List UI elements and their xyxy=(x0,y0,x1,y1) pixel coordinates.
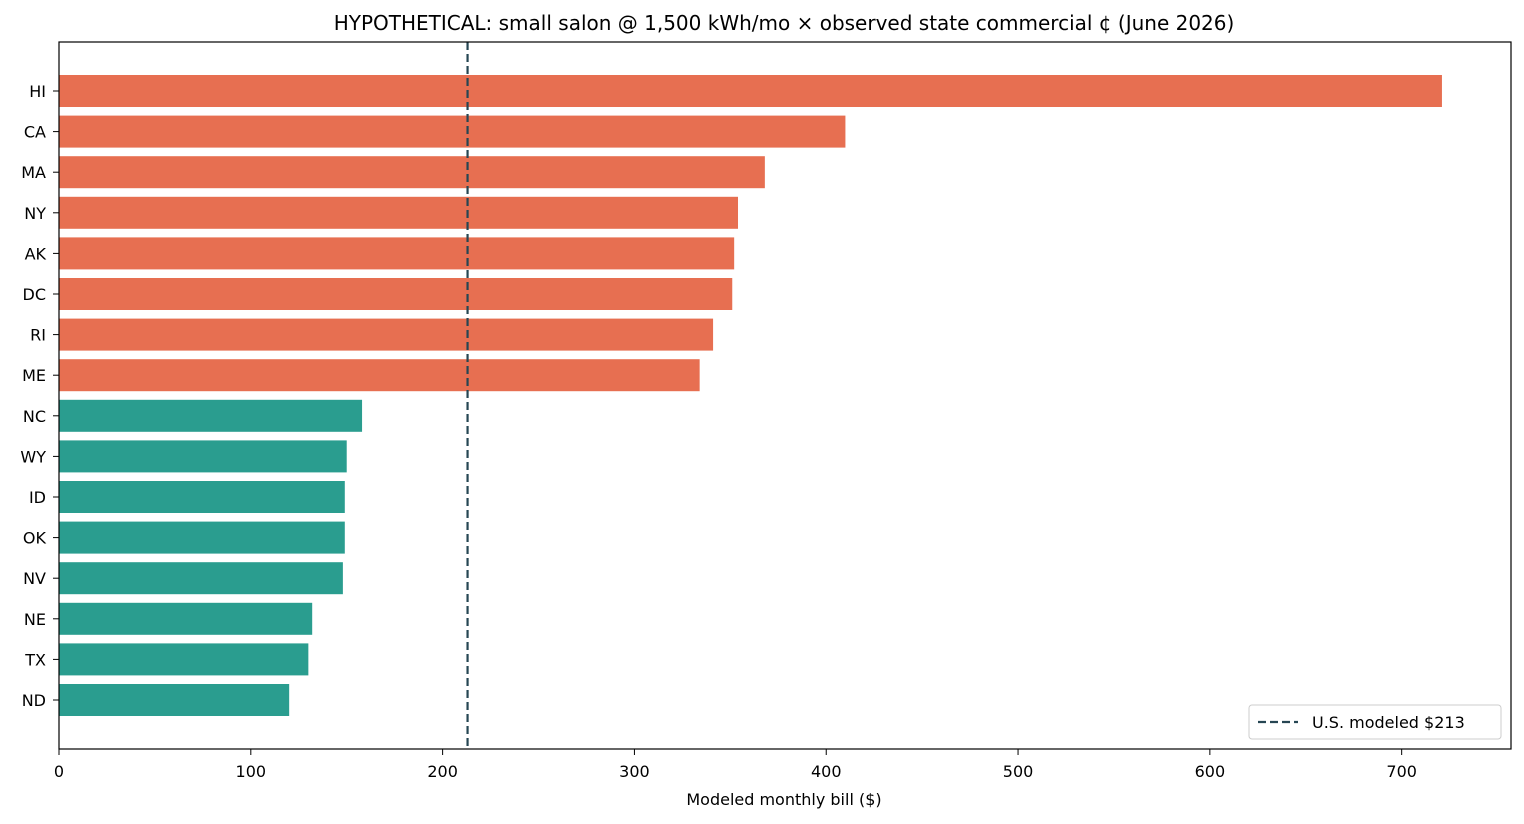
x-axis-ticks: 0 100 200 300 400 500 600 700 xyxy=(54,749,1417,781)
bar-ok xyxy=(59,521,345,554)
x-tick-label-100: 100 xyxy=(236,762,267,781)
x-tick-label-600: 600 xyxy=(1195,762,1226,781)
x-axis-label: Modeled monthly bill ($) xyxy=(686,790,881,809)
bar-ca xyxy=(59,115,846,148)
y-tick-label-ma: MA xyxy=(21,163,46,182)
y-tick-label-nv: NV xyxy=(23,569,46,588)
legend-box xyxy=(1248,704,1502,740)
bar-dc xyxy=(59,278,733,310)
bar-wy xyxy=(59,440,347,473)
bars-group xyxy=(59,75,1442,716)
y-tick-label-ny: NY xyxy=(24,204,46,223)
bar-nc xyxy=(59,399,363,432)
x-tick-label-500: 500 xyxy=(1003,762,1034,781)
bar-ny xyxy=(59,196,739,229)
y-tick-label-wy: WY xyxy=(20,447,46,466)
y-tick-label-ri: RI xyxy=(30,326,46,345)
bar-nd xyxy=(59,684,290,716)
bar-ri xyxy=(59,318,714,351)
x-tick-label-0: 0 xyxy=(54,762,64,781)
x-tick-label-700: 700 xyxy=(1386,762,1417,781)
bar-ma xyxy=(59,156,765,189)
y-tick-label-ak: AK xyxy=(25,244,47,263)
x-tick-label-300: 300 xyxy=(619,762,650,781)
chart-title: HYPOTHETICAL: small salon @ 1,500 kWh/mo… xyxy=(334,11,1235,35)
y-tick-label-dc: DC xyxy=(23,285,47,304)
y-tick-label-hi: HI xyxy=(29,82,46,101)
bar-nv xyxy=(59,562,343,595)
y-tick-label-nd: ND xyxy=(22,691,46,710)
bar-id xyxy=(59,481,345,513)
plot-frame xyxy=(58,41,1512,750)
y-tick-label-me: ME xyxy=(22,366,46,385)
y-tick-label-ok: OK xyxy=(23,529,47,548)
y-tick-label-tx: TX xyxy=(24,650,46,669)
y-tick-label-ne: NE xyxy=(24,610,46,629)
x-tick-label-400: 400 xyxy=(811,762,842,781)
y-tick-label-id: ID xyxy=(29,488,46,507)
bar-tx xyxy=(59,643,309,676)
x-tick-label-200: 200 xyxy=(427,762,458,781)
y-tick-label-nc: NC xyxy=(23,407,46,426)
bar-ak xyxy=(59,237,735,270)
y-tick-label-ca: CA xyxy=(24,123,46,142)
y-axis-ticks: HI CA MA NY AK DC RI ME NC WY ID OK NV NE TX ND xyxy=(20,82,59,710)
bar-ne xyxy=(59,602,313,635)
bar-me xyxy=(59,359,700,392)
legend-label: U.S. modeled $213 xyxy=(1312,713,1465,732)
bar-hi xyxy=(59,75,1442,107)
legend: U.S. modeled $213 xyxy=(1248,704,1502,740)
